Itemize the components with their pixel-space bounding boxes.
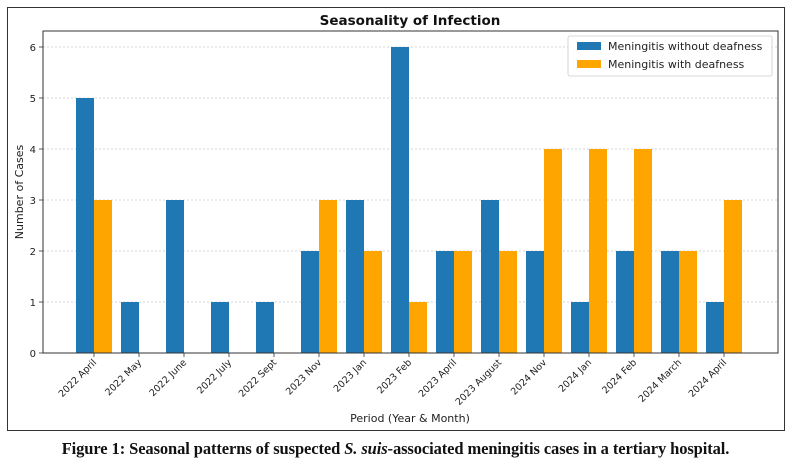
bar-without-deafness-5 — [301, 251, 319, 353]
bar-with-deafness-8 — [454, 251, 472, 353]
figure-caption: Figure 1: Seasonal patterns of suspected… — [0, 439, 791, 459]
bar-without-deafness-12 — [616, 251, 634, 353]
x-tick-label: 2022 May — [103, 357, 144, 398]
y-tick-label: 6 — [30, 43, 36, 54]
x-tick-label: 2022 April — [57, 357, 99, 399]
plot-area-border — [42, 30, 779, 354]
bar-with-deafness-0 — [94, 200, 112, 353]
x-tick-label: 2024 March — [637, 357, 684, 404]
chart: Seasonality of Infection 0 1 2 3 4 5 6 2022 Ap… — [13, 13, 779, 425]
bar-with-deafness-13 — [679, 251, 697, 353]
x-tick-label: 2023 August — [454, 357, 505, 408]
legend-swatch-with-deafness — [577, 60, 601, 68]
chart-title: Seasonality of Infection — [320, 13, 501, 29]
x-tick-label: 2022 June — [147, 357, 189, 399]
bar-with-deafness-11 — [589, 149, 607, 353]
x-axis-label: Period (Year & Month) — [350, 412, 470, 425]
bar-without-deafness-8 — [436, 251, 454, 353]
bar-without-deafness-9 — [481, 200, 499, 353]
x-axis-ticks: 2022 April 2022 May 2022 June 2022 July 2022… — [57, 353, 729, 408]
bar-with-deafness-7 — [409, 302, 427, 353]
y-tick-label: 2 — [30, 247, 36, 258]
bar-with-deafness-5 — [319, 200, 337, 353]
caption-suffix: -associated meningitis cases in a tertia… — [387, 439, 730, 458]
x-tick-label: 2023 Jan — [332, 357, 369, 394]
x-tick-label: 2023 Feb — [375, 357, 414, 396]
x-tick-label: 2024 April — [687, 357, 729, 399]
x-tick-label: 2022 Sept — [237, 357, 279, 399]
legend-label-with-deafness: Meningitis with deafness — [608, 58, 745, 71]
figure-frame — [7, 7, 785, 431]
bar-without-deafness-4 — [256, 302, 274, 353]
bars — [76, 47, 742, 353]
y-axis-ticks: 0 1 2 3 4 5 6 — [30, 43, 43, 360]
bar-with-deafness-6 — [364, 251, 382, 353]
bar-without-deafness-3 — [211, 302, 229, 353]
bar-without-deafness-14 — [706, 302, 724, 353]
y-tick-label: 1 — [30, 298, 36, 309]
y-tick-label: 4 — [30, 145, 36, 156]
y-tick-label: 5 — [30, 94, 36, 105]
x-tick-label: 2023 April — [417, 357, 459, 399]
bar-without-deafness-0 — [76, 98, 94, 353]
bar-without-deafness-13 — [661, 251, 679, 353]
bar-with-deafness-12 — [634, 149, 652, 353]
y-axis-label: Number of Cases — [13, 145, 26, 240]
y-tick-label: 3 — [30, 196, 36, 207]
x-tick-label: 2023 Nov — [284, 357, 324, 397]
bar-without-deafness-10 — [526, 251, 544, 353]
bar-without-deafness-11 — [571, 302, 589, 353]
bar-with-deafness-10 — [544, 149, 562, 353]
legend-box — [567, 35, 773, 77]
x-tick-label: 2024 Feb — [600, 357, 639, 396]
bar-with-deafness-9 — [499, 251, 517, 353]
bar-without-deafness-2 — [166, 200, 184, 353]
x-tick-label: 2022 July — [195, 357, 234, 396]
x-tick-label: 2024 Jan — [557, 357, 594, 394]
y-tick-label: 0 — [30, 349, 36, 360]
legend-swatch-without-deafness — [577, 42, 601, 50]
caption-species: S. suis — [344, 439, 388, 458]
bar-without-deafness-6 — [346, 200, 364, 353]
caption-prefix: Figure 1: Seasonal patterns of suspected — [61, 439, 345, 458]
bar-without-deafness-7 — [391, 47, 409, 353]
legend-label-without-deafness: Meningitis without deafness — [608, 40, 763, 53]
x-tick-label: 2024 Nov — [509, 357, 549, 397]
legend: Meningitis without deafness Meningitis w… — [567, 35, 773, 77]
bar-without-deafness-1 — [121, 302, 139, 353]
bar-with-deafness-14 — [724, 200, 742, 353]
